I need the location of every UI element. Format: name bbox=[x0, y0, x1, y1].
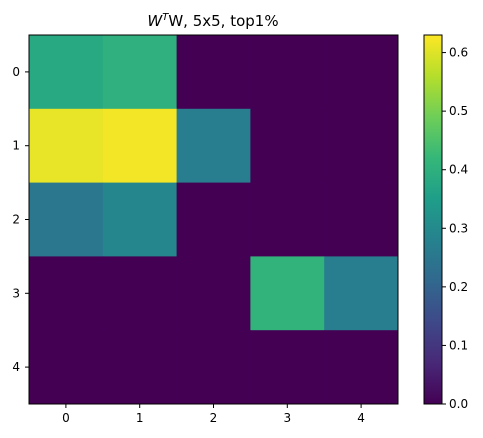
colorbar-tick-label: 0.1 bbox=[449, 338, 468, 352]
y-tick-label: 1 bbox=[12, 139, 20, 153]
heatmap-cell-r4-c1 bbox=[102, 330, 178, 405]
title-superscript: T bbox=[162, 12, 169, 23]
heatmap-cell-r2-c4 bbox=[324, 182, 399, 257]
x-axis: 0 1 2 3 4 bbox=[62, 404, 365, 425]
heatmap-cell-r1-c4 bbox=[324, 108, 399, 184]
heatmap-cell-r3-c2 bbox=[176, 256, 251, 331]
heatmap-cell-r2-c0 bbox=[29, 182, 104, 257]
heatmap-cell-r2-c2 bbox=[176, 182, 251, 257]
heatmap-cell-r1-c0 bbox=[29, 108, 104, 184]
heatmap-cell-r3-c4 bbox=[324, 256, 399, 331]
heatmap-cell-r3-c3 bbox=[250, 256, 325, 331]
heatmap-cells bbox=[29, 35, 399, 405]
title-tail: W, 5x5, top1% bbox=[168, 12, 278, 30]
heatmap-cell-r4-c4 bbox=[324, 330, 399, 405]
chart-title: WTW, 5x5, top1% bbox=[147, 12, 278, 30]
x-tick-label: 4 bbox=[357, 411, 365, 425]
y-tick-label: 2 bbox=[12, 213, 20, 227]
y-tick-label: 3 bbox=[12, 286, 20, 300]
colorbar-tick-label: 0.2 bbox=[449, 280, 468, 294]
x-tick-label: 0 bbox=[62, 411, 70, 425]
heatmap-cell-r1-c2 bbox=[176, 108, 251, 184]
heatmap-cell-r4-c2 bbox=[176, 330, 251, 405]
y-tick-label: 4 bbox=[12, 360, 20, 374]
heatmap-cell-r0-c1 bbox=[102, 35, 178, 110]
x-tick-label: 1 bbox=[136, 411, 144, 425]
heatmap-cell-r2-c3 bbox=[250, 182, 325, 257]
title-base: W bbox=[147, 12, 163, 30]
y-axis: 0 1 2 3 4 bbox=[12, 65, 29, 374]
heatmap-cell-r3-c1 bbox=[102, 256, 178, 331]
heatmap-cell-r2-c1 bbox=[102, 182, 178, 257]
y-tick-label: 0 bbox=[12, 65, 20, 79]
heatmap-cell-r0-c3 bbox=[250, 35, 325, 110]
colorbar-tick-label: 0.6 bbox=[449, 46, 468, 60]
colorbar-tick-label: 0.4 bbox=[449, 163, 468, 177]
x-tick-label: 3 bbox=[283, 411, 291, 425]
heatmap-cell-r4-c0 bbox=[29, 330, 104, 405]
heatmap-cell-r0-c0 bbox=[29, 35, 104, 110]
heatmap-cell-r0-c2 bbox=[176, 35, 251, 110]
colorbar-tick-label: 0.0 bbox=[449, 397, 468, 411]
heatmap-cell-r1-c1 bbox=[102, 108, 178, 184]
colorbar-tick-label: 0.5 bbox=[449, 104, 468, 118]
heatmap-cell-r3-c0 bbox=[29, 256, 104, 331]
x-tick-label: 2 bbox=[210, 411, 218, 425]
heatmap-cell-r4-c3 bbox=[250, 330, 325, 405]
colorbar bbox=[423, 34, 443, 405]
heatmap-cell-r1-c3 bbox=[250, 108, 325, 184]
heatmap-cell-r0-c4 bbox=[324, 35, 399, 110]
colorbar-tick-label: 0.3 bbox=[449, 221, 468, 235]
colorbar-axis: 0.0 0.1 0.2 0.3 0.4 0.5 0.6 bbox=[442, 46, 468, 411]
